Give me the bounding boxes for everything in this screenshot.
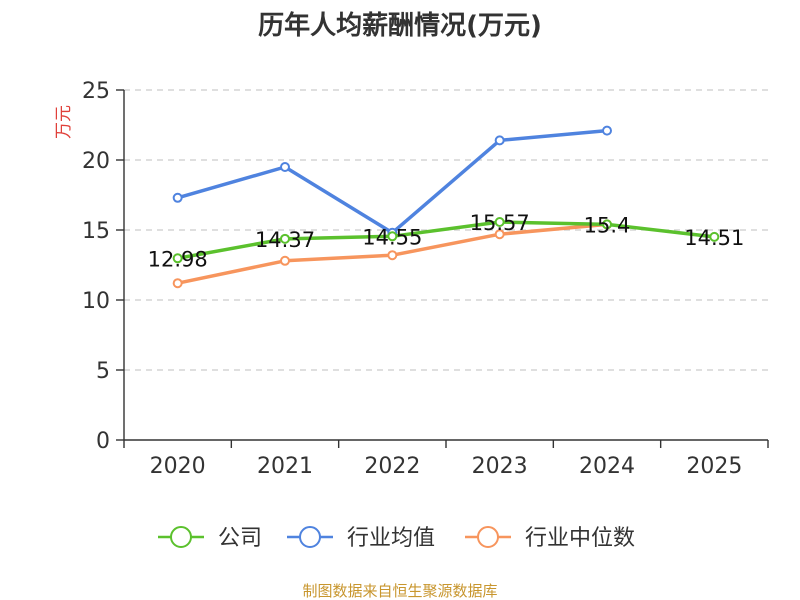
data-point [172, 192, 183, 203]
data-label: 14.55 [362, 225, 422, 249]
y-tick-label: 25 [82, 79, 110, 104]
data-point [602, 125, 612, 136]
y-tick-label: 10 [82, 289, 110, 314]
x-tick-label: 2022 [364, 454, 420, 479]
y-axis-label: 万元 [54, 105, 74, 139]
legend-item-2: 行业中位数 [465, 526, 635, 551]
data-point [494, 217, 505, 228]
x-tick-label: 2024 [579, 454, 635, 479]
x-tick-label: 2020 [150, 454, 206, 479]
legend-label: 行业均值 [347, 526, 435, 551]
data-point [494, 135, 505, 146]
data-point [280, 255, 290, 266]
legend-item-0: 公司 [158, 526, 262, 551]
data-labels: 12.98 14.37 14.55 15.57 15.4 14.51 [148, 211, 745, 271]
y-tick-label: 5 [96, 359, 110, 384]
legend-marker [477, 526, 499, 548]
x-tick-label: 2023 [472, 454, 528, 479]
legend-item-1: 行业均值 [287, 526, 435, 551]
legend-marker [299, 526, 321, 548]
data-point [172, 278, 183, 289]
x-tick-label: 2021 [257, 454, 313, 479]
series-lines [172, 125, 720, 289]
data-point [280, 162, 290, 172]
data-point [387, 231, 398, 242]
data-label: 12.98 [148, 247, 208, 271]
data-point [709, 231, 720, 242]
data-point [494, 229, 505, 240]
legend-marker [170, 526, 192, 548]
data-point [387, 250, 398, 261]
y-tick-label: 0 [96, 429, 110, 454]
data-point [172, 253, 183, 264]
y-tick-label: 15 [82, 219, 110, 244]
series-line-0 [177, 220, 715, 261]
data-label: 15.4 [584, 213, 631, 237]
data-label: 15.57 [470, 211, 530, 235]
source-footer: 制图数据来自恒生聚源数据库 [302, 582, 497, 600]
x-tick-label: 2025 [686, 454, 742, 479]
legend-label: 行业中位数 [525, 526, 635, 551]
data-point [602, 219, 612, 230]
series-line-1 [177, 128, 608, 235]
legend: 公司 行业均值 行业中位数 [158, 526, 635, 551]
legend-label: 公司 [218, 526, 262, 551]
data-point [280, 233, 290, 244]
data-label: 14.51 [684, 226, 744, 250]
y-tick-label: 20 [82, 149, 110, 174]
chart-title: 历年人均薪酬情况(万元) [258, 10, 542, 41]
data-label: 14.37 [255, 228, 315, 252]
